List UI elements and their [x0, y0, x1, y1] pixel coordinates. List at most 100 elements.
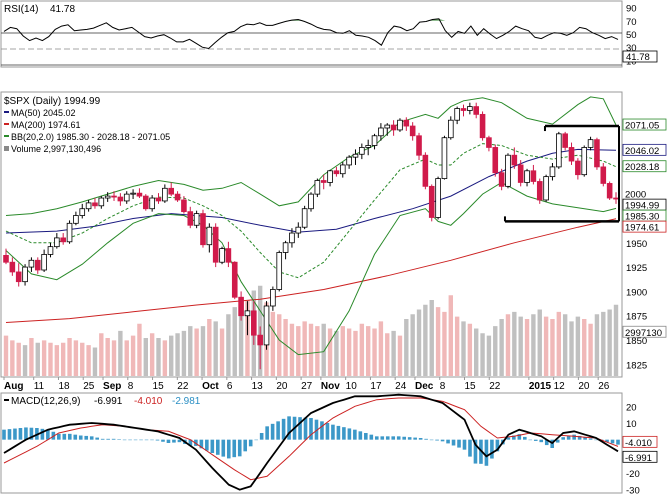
rsi-series-line — [3, 18, 619, 50]
macd-hist-bar — [544, 439, 549, 446]
macd-hist-bar — [89, 436, 94, 440]
volume-bar — [448, 295, 453, 376]
overlay-ma-50- — [5, 148, 617, 234]
volume-bar — [601, 311, 606, 376]
volume-bar — [607, 309, 612, 376]
macd-legend-value: -6.991 — [94, 396, 123, 407]
candle-down — [460, 108, 467, 111]
candle-down — [536, 181, 543, 201]
macd-hist-bar — [561, 437, 565, 440]
macd-hist-bar — [457, 439, 461, 448]
volume-bar — [308, 323, 314, 376]
rsi-tick-label: 70 — [626, 17, 637, 28]
price-label-badge — [622, 160, 667, 173]
macd-hist-bar — [353, 429, 357, 440]
macd-hist-bar — [237, 439, 242, 457]
volume-bar — [54, 345, 60, 376]
price-tick-label: 1950 — [626, 239, 647, 250]
price-panel: 20001975195019251900187518501825 $SPX (D… — [0, 91, 667, 378]
x-tick-label: 24 — [395, 381, 407, 392]
price-label-text: 2000 — [625, 190, 646, 201]
macd-hist-bar — [369, 434, 374, 440]
macd-hist-bar — [144, 439, 149, 441]
volume-bar — [404, 319, 409, 376]
candle-up — [384, 124, 391, 129]
macd-hist-bar — [577, 435, 582, 440]
volume-bar — [270, 311, 276, 376]
macd-hist-bar — [314, 419, 319, 440]
macd-panel: 20100-10-20-30 MACD(12,26,9) -6.991 -4.0… — [0, 392, 658, 497]
price-legend: $SPX (Daily) 1994.99 MA(50) 2045.02 MA(2… — [2, 93, 212, 159]
macd-hist-bar — [396, 436, 401, 440]
candle-up — [359, 147, 365, 155]
macd-hist-bar — [100, 438, 105, 440]
volume-bar — [416, 309, 422, 376]
macd-hist-bar — [298, 417, 302, 440]
candle-up — [47, 246, 54, 255]
macd-signal-value: -4.010 — [134, 396, 163, 407]
macd-hist-bar — [172, 439, 176, 443]
x-tick-label: 13 — [252, 381, 264, 392]
candle-up — [162, 187, 168, 202]
macd-hist-bar — [2, 429, 6, 440]
volume-bar — [353, 330, 358, 376]
price-label-badge — [622, 220, 667, 233]
volume-bar — [410, 314, 415, 376]
macd-hist-bar — [402, 436, 406, 440]
macd-hist-bar — [446, 439, 450, 444]
volume-bar — [245, 300, 250, 376]
volume-bar — [296, 326, 301, 376]
candle-up — [454, 108, 460, 121]
x-tick-label: 6 — [227, 381, 233, 392]
x-tick-label: 26 — [598, 381, 610, 392]
macd-hist-bar — [216, 439, 220, 455]
macd-tick-label: 20 — [626, 402, 637, 413]
x-tick-label: Oct — [202, 381, 219, 392]
volume-bar — [238, 302, 244, 376]
volume-bar — [454, 316, 460, 376]
macd-hist-bar — [440, 439, 445, 442]
volume-bar — [175, 333, 180, 376]
volume-bar — [302, 321, 307, 376]
macd-hist-bar — [78, 435, 83, 440]
candle-up — [22, 266, 28, 283]
candle-up — [28, 259, 35, 268]
macd-hist-bar — [117, 439, 121, 440]
volume-bar — [550, 319, 555, 376]
volume-bar — [512, 311, 517, 376]
price-right-labels: 2071.052046.022028.1820001994.991985.301… — [622, 118, 667, 339]
candle-up — [435, 178, 441, 218]
macd-hist-bar — [13, 428, 17, 440]
x-tick-label: 8 — [440, 381, 446, 392]
volume-bar — [60, 342, 66, 376]
price-tick-label: 1875 — [626, 312, 647, 323]
candle-down — [530, 170, 537, 182]
candle-up — [130, 192, 136, 195]
volume-bar — [569, 321, 574, 376]
macd-hist-bar — [336, 425, 341, 440]
candle-down — [3, 255, 9, 263]
macd-frame — [0, 392, 623, 494]
volume-bar — [188, 326, 193, 376]
macd-value-badge — [622, 435, 658, 448]
candle-up — [193, 213, 200, 226]
macd-hist-bar — [276, 421, 280, 440]
candle-down — [231, 261, 238, 298]
x-tick-label: 12 — [554, 381, 566, 392]
volume-bar — [277, 314, 282, 376]
macd-hist-bar — [418, 438, 423, 440]
candle-down — [403, 119, 410, 127]
candle-up — [308, 193, 314, 210]
candle-up — [263, 305, 270, 346]
candle-down — [409, 125, 416, 137]
candle-up — [371, 135, 378, 146]
price-label-text: 1994.99 — [625, 201, 659, 212]
macd-hist-bar — [347, 428, 352, 440]
candle-up — [282, 242, 289, 253]
macd-hist-bar — [610, 439, 615, 444]
rsi-tick-label: 50 — [626, 30, 637, 41]
legend-bb: BB(20,2.0) 1985.30 - 2028.18 - 2071.05 — [11, 132, 170, 142]
volume-bar — [442, 311, 447, 376]
volume-bar — [594, 314, 600, 376]
volume-bar — [10, 340, 15, 376]
